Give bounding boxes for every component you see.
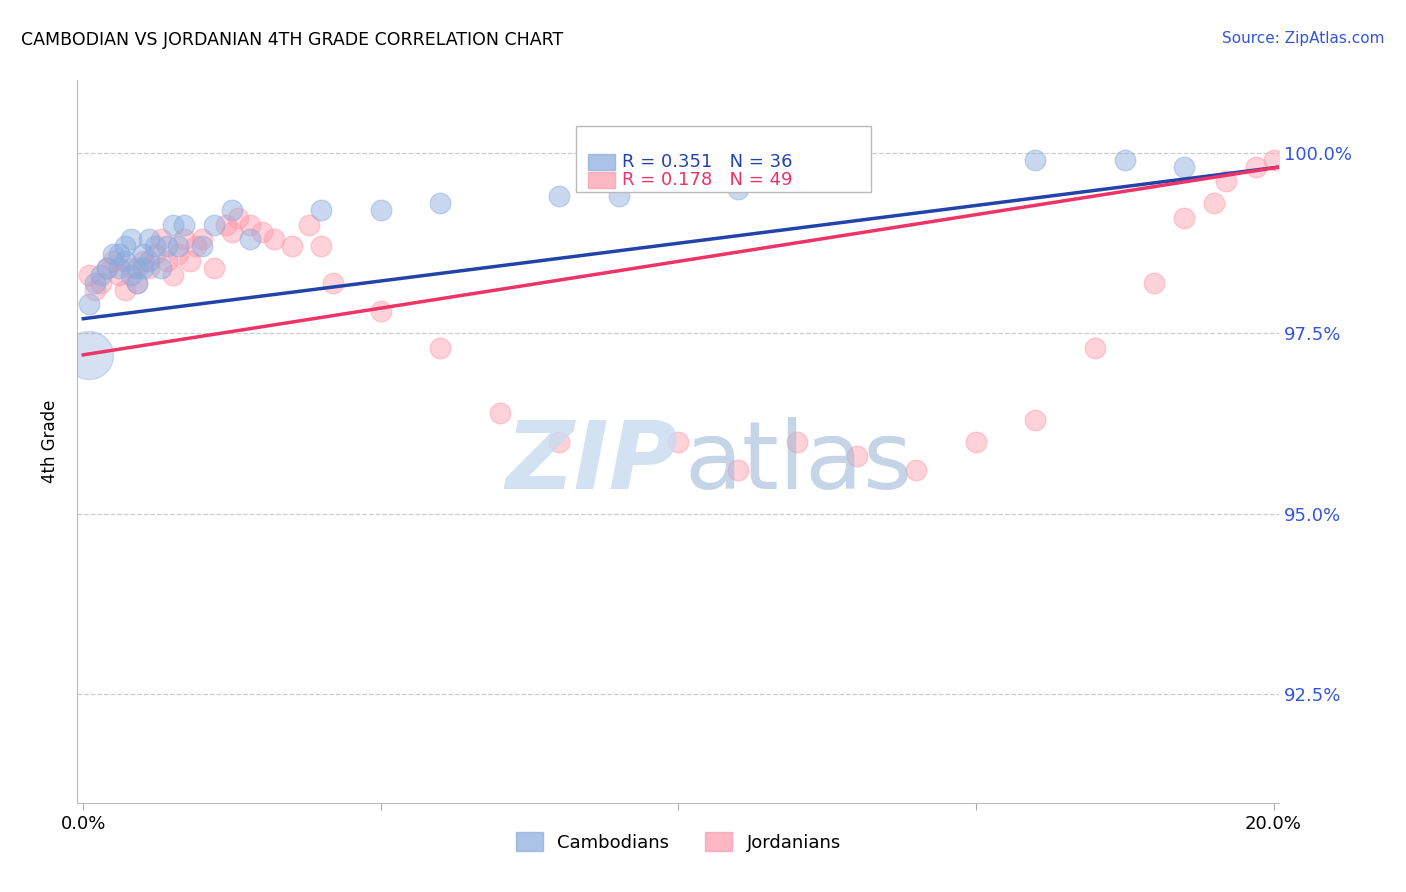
- Point: [143, 246, 166, 260]
- Point: [114, 253, 136, 268]
- Point: [298, 218, 321, 232]
- Point: [132, 253, 155, 268]
- Point: [125, 276, 148, 290]
- Point: [179, 253, 201, 268]
- Point: [96, 261, 118, 276]
- Point: [186, 239, 208, 253]
- Point: [191, 232, 214, 246]
- Point: [280, 239, 302, 253]
- Point: [101, 246, 124, 260]
- Point: [202, 261, 225, 276]
- Point: [155, 253, 177, 268]
- Point: [429, 341, 451, 355]
- Point: [1084, 341, 1107, 355]
- Point: [120, 261, 142, 276]
- Point: [727, 463, 749, 477]
- Y-axis label: 4th Grade: 4th Grade: [41, 400, 59, 483]
- Point: [90, 276, 112, 290]
- Point: [1244, 160, 1267, 174]
- Point: [263, 232, 285, 246]
- Point: [311, 239, 333, 253]
- Point: [114, 283, 136, 297]
- Point: [155, 239, 177, 253]
- Point: [108, 246, 131, 260]
- Point: [96, 261, 118, 276]
- Point: [108, 268, 131, 283]
- Point: [965, 434, 987, 449]
- Point: [1173, 160, 1195, 174]
- Point: [322, 276, 344, 290]
- Point: [370, 304, 392, 318]
- Point: [1143, 276, 1166, 290]
- Point: [149, 261, 172, 276]
- Point: [167, 246, 190, 260]
- Point: [489, 406, 512, 420]
- Point: [191, 239, 214, 253]
- Point: [845, 449, 868, 463]
- Point: [138, 232, 160, 246]
- Point: [221, 225, 243, 239]
- Point: [77, 268, 100, 283]
- Text: ZIP: ZIP: [506, 417, 679, 509]
- Point: [84, 283, 107, 297]
- Bar: [588, 172, 614, 188]
- Text: Source: ZipAtlas.com: Source: ZipAtlas.com: [1222, 31, 1385, 46]
- Point: [125, 276, 148, 290]
- Point: [548, 189, 571, 203]
- Point: [1202, 196, 1225, 211]
- Point: [162, 268, 184, 283]
- Point: [221, 203, 243, 218]
- Point: [668, 434, 690, 449]
- Point: [202, 218, 225, 232]
- Point: [1024, 153, 1046, 167]
- Point: [132, 261, 155, 276]
- Text: R = 0.178   N = 49: R = 0.178 N = 49: [621, 171, 793, 189]
- Point: [548, 434, 571, 449]
- Point: [162, 218, 184, 232]
- Point: [607, 189, 630, 203]
- Point: [101, 253, 124, 268]
- Point: [120, 232, 142, 246]
- Point: [143, 239, 166, 253]
- Point: [108, 261, 131, 276]
- Point: [429, 196, 451, 211]
- Point: [239, 218, 262, 232]
- Point: [114, 239, 136, 253]
- Point: [84, 276, 107, 290]
- Point: [786, 434, 808, 449]
- Text: atlas: atlas: [685, 417, 912, 509]
- Point: [1263, 153, 1285, 167]
- Point: [125, 261, 148, 276]
- Text: R = 0.351   N = 36: R = 0.351 N = 36: [621, 153, 793, 171]
- Point: [1173, 211, 1195, 225]
- Point: [120, 268, 142, 283]
- Bar: [588, 154, 614, 169]
- Point: [90, 268, 112, 283]
- Point: [226, 211, 249, 225]
- Point: [167, 239, 190, 253]
- Point: [239, 232, 262, 246]
- Point: [138, 253, 160, 268]
- Text: CAMBODIAN VS JORDANIAN 4TH GRADE CORRELATION CHART: CAMBODIAN VS JORDANIAN 4TH GRADE CORRELA…: [21, 31, 564, 49]
- Point: [138, 261, 160, 276]
- Point: [905, 463, 928, 477]
- Point: [77, 348, 100, 362]
- Point: [77, 297, 100, 311]
- Point: [250, 225, 273, 239]
- Point: [311, 203, 333, 218]
- Point: [215, 218, 238, 232]
- Point: [1024, 413, 1046, 427]
- Point: [727, 181, 749, 195]
- Point: [1215, 174, 1237, 188]
- Point: [173, 232, 195, 246]
- Point: [370, 203, 392, 218]
- Point: [1114, 153, 1136, 167]
- Point: [149, 232, 172, 246]
- Point: [132, 246, 155, 260]
- Legend: Cambodians, Jordanians: Cambodians, Jordanians: [509, 825, 848, 859]
- Point: [173, 218, 195, 232]
